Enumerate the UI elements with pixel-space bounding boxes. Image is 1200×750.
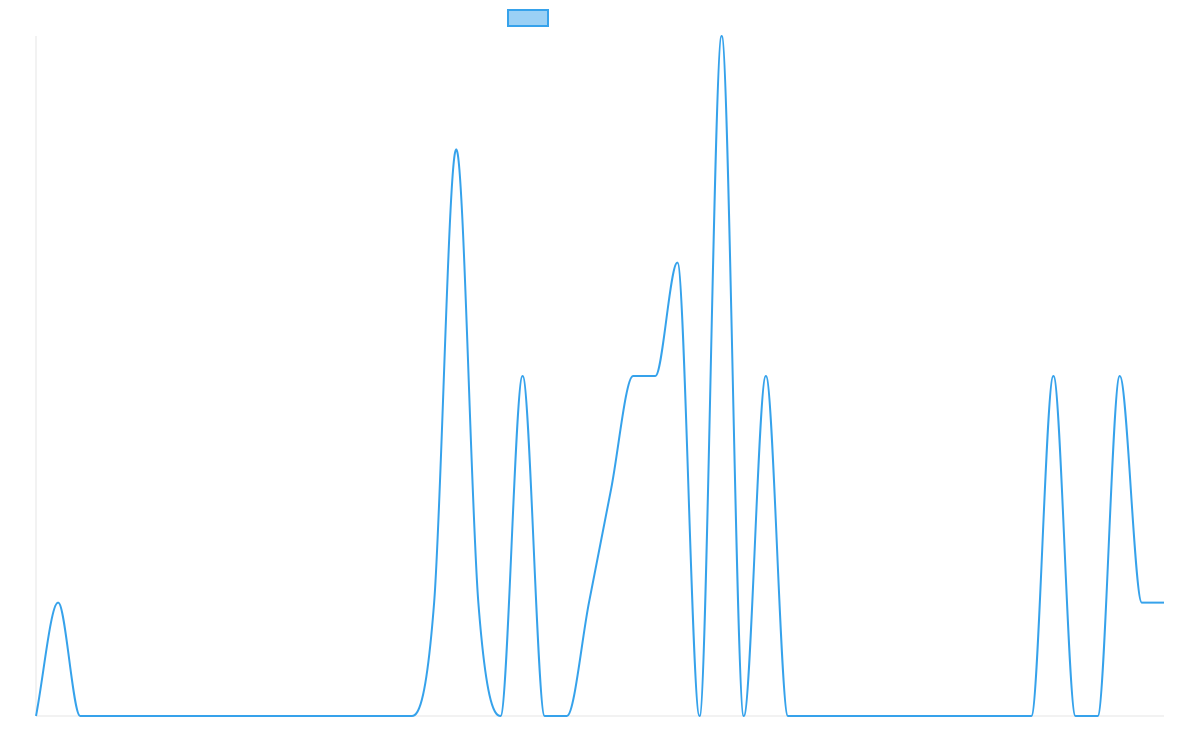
data-point[interactable] (850, 712, 858, 720)
data-point[interactable] (740, 712, 748, 720)
data-point[interactable] (98, 712, 106, 720)
data-point[interactable] (430, 599, 438, 607)
data-point[interactable] (320, 712, 328, 720)
data-point[interactable] (983, 712, 991, 720)
data-point[interactable] (1005, 712, 1013, 720)
data-point[interactable] (696, 712, 704, 720)
data-point[interactable] (1049, 372, 1057, 380)
data-point[interactable] (32, 712, 40, 720)
data-point[interactable] (165, 712, 173, 720)
data-point[interactable] (872, 712, 880, 720)
data-point[interactable] (54, 599, 62, 607)
data-point[interactable] (784, 712, 792, 720)
data-point[interactable] (187, 712, 195, 720)
data-point[interactable] (1116, 372, 1124, 380)
data-point[interactable] (718, 32, 726, 40)
data-point[interactable] (1072, 712, 1080, 720)
data-point[interactable] (762, 372, 770, 380)
data-point[interactable] (1160, 599, 1168, 607)
data-point[interactable] (1138, 599, 1146, 607)
data-point[interactable] (408, 712, 416, 720)
data-point[interactable] (895, 712, 903, 720)
data-point[interactable] (1094, 712, 1102, 720)
data-point[interactable] (474, 599, 482, 607)
data-point[interactable] (297, 712, 305, 720)
data-point[interactable] (961, 712, 969, 720)
data-point[interactable] (275, 712, 283, 720)
data-point[interactable] (1027, 712, 1035, 720)
data-point[interactable] (76, 712, 84, 720)
data-point[interactable] (209, 712, 217, 720)
data-point[interactable] (673, 259, 681, 267)
data-point[interactable] (519, 372, 527, 380)
data-point[interactable] (939, 712, 947, 720)
data-point[interactable] (342, 712, 350, 720)
data-point[interactable] (143, 712, 151, 720)
data-point[interactable] (563, 712, 571, 720)
data-point[interactable] (828, 712, 836, 720)
data-point[interactable] (585, 599, 593, 607)
data-point[interactable] (651, 372, 659, 380)
data-point[interactable] (496, 712, 504, 720)
data-point[interactable] (386, 712, 394, 720)
data-point[interactable] (452, 145, 460, 153)
data-point[interactable] (917, 712, 925, 720)
data-point[interactable] (541, 712, 549, 720)
data-point[interactable] (806, 712, 814, 720)
data-point[interactable] (120, 712, 128, 720)
data-point[interactable] (253, 712, 261, 720)
legend-swatch[interactable] (507, 9, 549, 27)
data-point[interactable] (364, 712, 372, 720)
data-point[interactable] (629, 372, 637, 380)
data-point[interactable] (607, 485, 615, 493)
data-point[interactable] (231, 712, 239, 720)
series-layer (32, 32, 1168, 720)
series-line (35, 35, 1164, 717)
